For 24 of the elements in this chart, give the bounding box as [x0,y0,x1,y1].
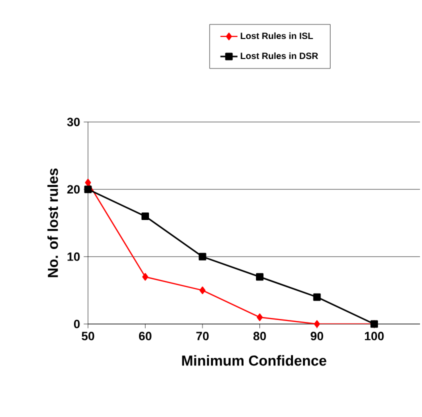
x-tick-label: 70 [196,332,209,340]
x-axis-title: Minimum Confidence [182,355,326,366]
x-tick-label: 100 [364,332,384,340]
y-tick-label: 10 [68,252,80,261]
y-tick-label: 20 [67,185,80,194]
y-tick-label: 0 [74,320,80,328]
point [256,273,264,281]
point [198,252,206,260]
point [313,293,321,301]
point [256,313,263,322]
point [84,186,92,194]
y-tick-label: 30 [67,118,80,126]
point [141,212,149,220]
y-axis-title: No. of lost rules [47,168,58,278]
legend-label: Lost Rules in ISL [240,32,313,40]
x-tick-label: 60 [139,332,152,340]
x-tick-label: 90 [310,332,324,340]
point [142,273,148,281]
point [85,178,91,186]
point [199,286,206,294]
x-tick-label: 80 [253,332,266,340]
point [314,320,320,328]
legend-label: Lost Rules in DSR [240,52,318,60]
x-tick-label: 50 [82,332,94,340]
